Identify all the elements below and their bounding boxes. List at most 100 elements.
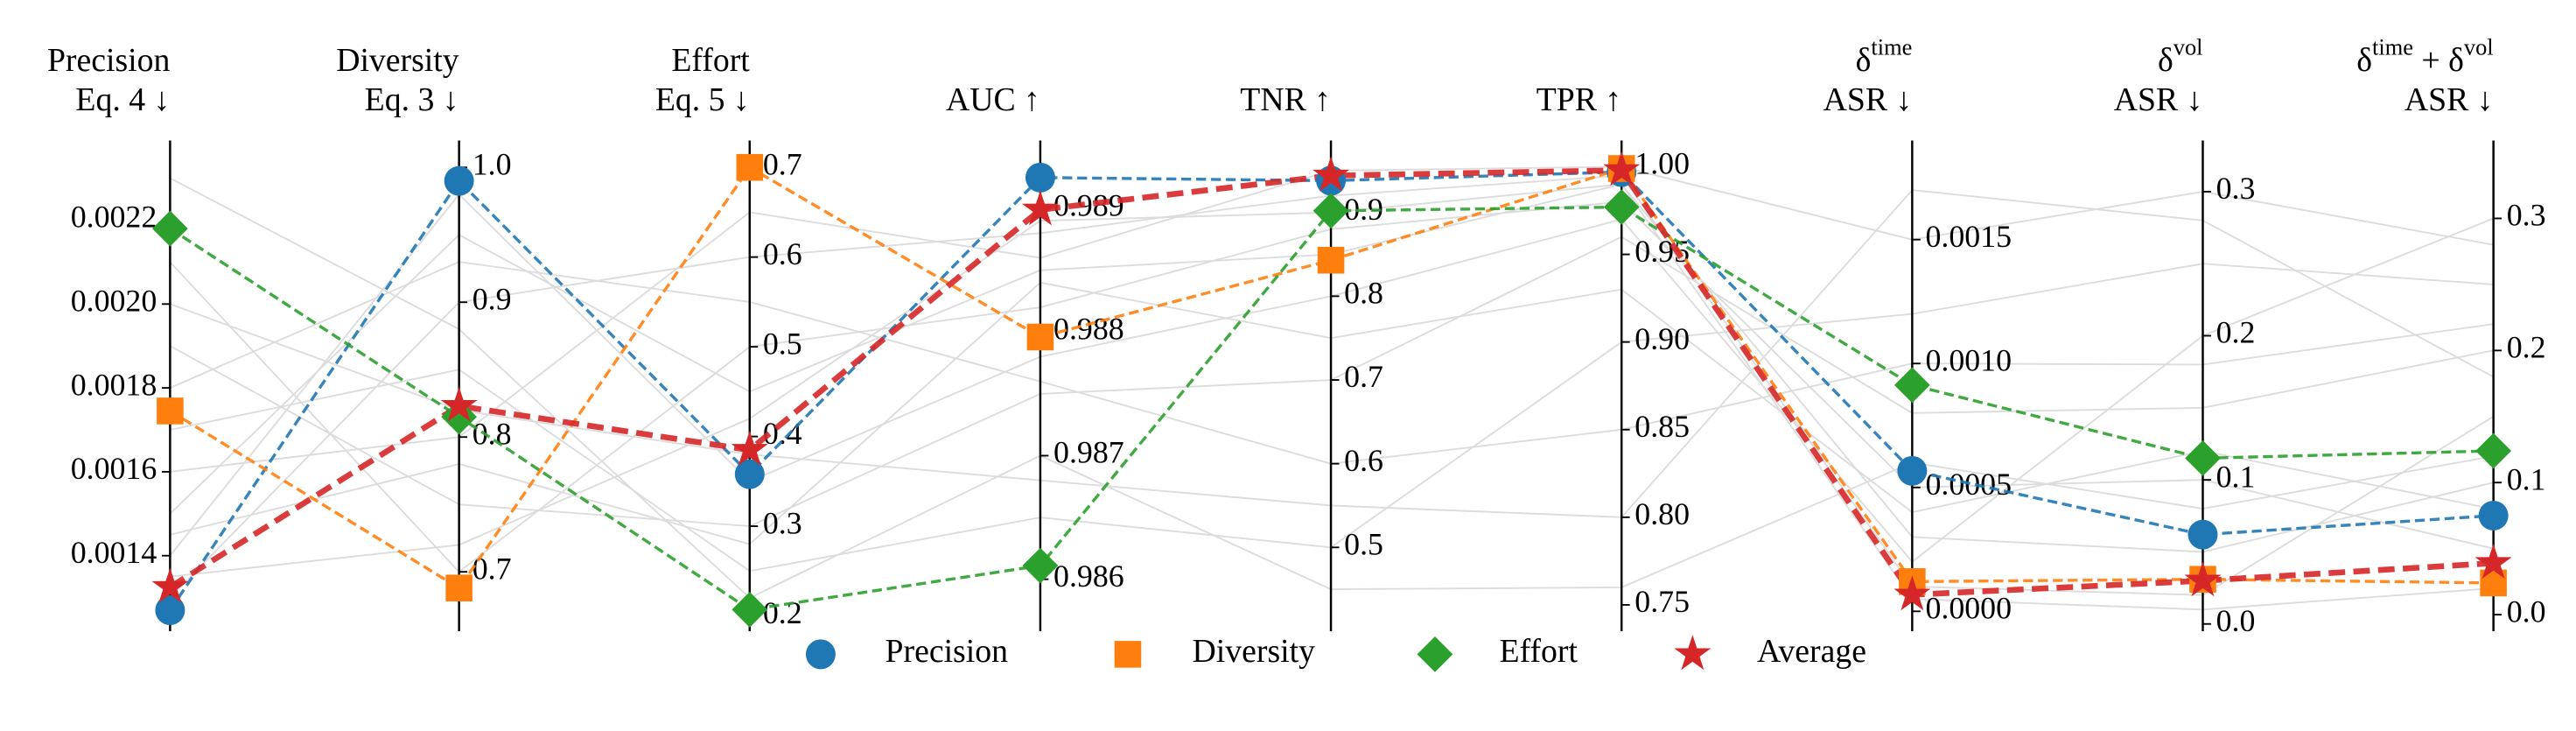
axis-label-part: Eq. 3 ↓ <box>365 81 459 118</box>
y-tick-label: 0.989 <box>1054 187 1124 222</box>
y-tick-label: 0.0020 <box>71 284 158 319</box>
series-marker <box>1312 193 1349 229</box>
series-marker <box>1603 189 1640 225</box>
series-marker <box>2474 544 2512 580</box>
axis-label: δvol <box>2158 34 2203 79</box>
series-marker <box>1026 323 1054 351</box>
axis-label: AUC ↑ <box>946 81 1040 118</box>
y-tick-label: 0.3 <box>2216 171 2256 206</box>
y-tick-label: 0.987 <box>1054 435 1124 470</box>
axis-label: δtime <box>1856 34 1913 79</box>
series-marker <box>1317 246 1345 274</box>
series-marker <box>1894 575 1931 611</box>
axis-label: Eq. 3 ↓ <box>365 81 459 118</box>
y-tick-label: 0.0016 <box>71 451 158 486</box>
y-tick-label: 0.2 <box>2216 315 2256 350</box>
axis-label-part: δ <box>1856 41 1872 78</box>
legend-label: Precision <box>886 633 1009 670</box>
series-marker <box>2185 440 2221 476</box>
axis-label-part: Eq. 4 ↓ <box>75 81 170 118</box>
y-tick-label: 0.986 <box>1054 559 1124 594</box>
legend-marker <box>1417 636 1453 672</box>
y-tick-label: 0.0000 <box>1925 591 2012 626</box>
series-marker <box>1897 455 1928 486</box>
series-marker <box>157 397 184 425</box>
series-marker <box>151 567 189 603</box>
series-marker <box>444 165 474 196</box>
y-tick-label: 0.0 <box>2216 603 2256 638</box>
legend-label: Diversity <box>1193 633 1316 670</box>
axis-label: ASR ↓ <box>1824 81 1913 118</box>
series-marker <box>1022 547 1059 584</box>
axis-label-part: δ <box>2158 41 2174 78</box>
axis-label: TNR ↑ <box>1240 81 1331 118</box>
axis-label-part: ASR ↓ <box>2404 81 2494 118</box>
y-tick-label: 0.7 <box>1344 359 1383 394</box>
y-tick-label: 0.988 <box>1054 312 1124 347</box>
axis-label-part: Effort <box>671 41 750 78</box>
y-tick-label: 0.5 <box>763 326 802 361</box>
legend-label: Average <box>1757 633 1866 670</box>
series-marker <box>1312 156 1350 192</box>
legend-label: Effort <box>1500 633 1578 670</box>
axis-label-part: TNR ↑ <box>1240 81 1331 118</box>
series-marker <box>1021 190 1059 226</box>
y-tick-label: 1.00 <box>1634 146 1690 181</box>
series-marker <box>2184 561 2222 597</box>
axis-label-part: Eq. 5 ↓ <box>655 81 750 118</box>
series-marker <box>155 595 186 625</box>
y-tick-label: 0.7 <box>763 146 802 181</box>
series-marker <box>1603 151 1641 186</box>
series-marker <box>1025 162 1055 193</box>
axis-label: TPR ↑ <box>1536 81 1622 118</box>
y-tick-label: 0.80 <box>1634 496 1690 531</box>
axis-label-part: Diversity <box>336 41 459 78</box>
series-marker <box>440 386 478 422</box>
axis-label-sup: time <box>1871 34 1912 60</box>
series-marker <box>445 574 472 601</box>
axis-label: ASR ↓ <box>2404 81 2494 118</box>
axis-label: ASR ↓ <box>2114 81 2203 118</box>
series-marker <box>731 430 768 466</box>
y-tick-label: 0.2 <box>763 595 802 630</box>
legend-marker <box>805 639 836 670</box>
axis-label-part: ASR ↓ <box>2114 81 2203 118</box>
y-tick-label: 0.0 <box>2507 594 2546 629</box>
axis-label: Precision <box>47 41 171 78</box>
y-tick-label: 0.1 <box>2216 459 2256 494</box>
y-tick-label: 0.6 <box>763 236 802 271</box>
y-tick-label: 0.3 <box>2507 198 2546 233</box>
y-tick-label: 0.0018 <box>71 367 158 402</box>
y-tick-label: 0.2 <box>2507 330 2546 365</box>
y-tick-label: 1.0 <box>472 146 512 181</box>
y-tick-label: 0.0022 <box>71 200 158 235</box>
series-marker <box>151 210 188 247</box>
axis-label: δtime + δvol <box>2356 34 2493 79</box>
axis-label: Eq. 4 ↓ <box>75 81 170 118</box>
axis-label: Diversity <box>336 41 459 78</box>
series-marker <box>2475 432 2512 469</box>
axis-label-part: Precision <box>47 41 171 78</box>
axis-label-sup: time <box>2372 34 2413 60</box>
y-tick-label: 0.1 <box>2507 461 2546 496</box>
axis-label-part: AUC ↑ <box>946 81 1040 118</box>
y-tick-label: 0.0010 <box>1925 342 2012 377</box>
axis-label-part: ASR ↓ <box>1824 81 1913 118</box>
axis-label-sup: vol <box>2174 34 2203 60</box>
axis-label-part: TPR ↑ <box>1536 81 1622 118</box>
y-tick-label: 0.6 <box>1344 443 1383 478</box>
y-tick-label: 0.90 <box>1634 321 1690 356</box>
series-marker <box>2478 500 2509 531</box>
y-tick-label: 0.7 <box>472 551 512 586</box>
axis-label-part: δ <box>2356 41 2372 78</box>
series-marker <box>734 459 765 489</box>
legend-marker <box>1114 641 1142 668</box>
y-tick-label: 0.8 <box>1344 276 1383 311</box>
y-tick-label: 0.9 <box>472 281 512 316</box>
series-marker <box>736 153 764 181</box>
y-tick-label: 0.3 <box>763 505 802 540</box>
y-tick-label: 0.85 <box>1634 409 1690 444</box>
y-tick-label: 0.75 <box>1634 584 1690 619</box>
